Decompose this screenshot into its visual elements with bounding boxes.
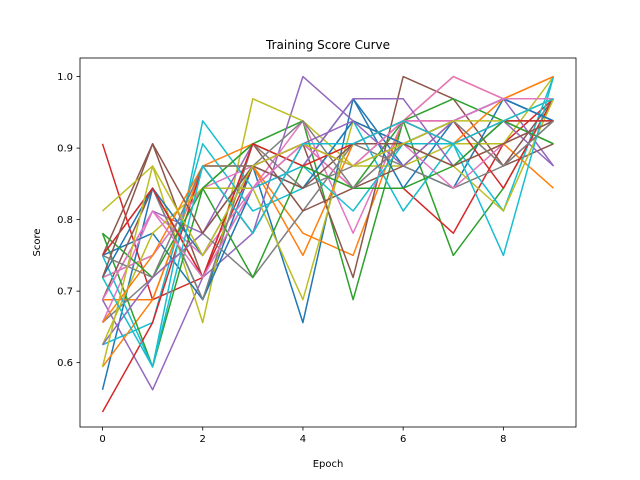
y-tick-label: 0.6 <box>57 358 73 369</box>
chart-title: Training Score Curve <box>265 38 390 52</box>
plot-frame <box>79 57 577 428</box>
series-line-29 <box>101 98 554 368</box>
x-axis-ticks: 0 2 4 6 8 <box>99 427 507 445</box>
y-tick-label: 1.0 <box>57 72 73 83</box>
x-tick-label: 6 <box>400 434 406 445</box>
x-tick-label: 4 <box>300 434 306 445</box>
series-line-30 <box>101 98 554 368</box>
y-tick-label: 0.9 <box>57 144 73 155</box>
y-tick-label: 0.8 <box>57 215 73 226</box>
x-tick-label: 8 <box>500 434 506 445</box>
y-axis-ticks: 0.6 0.7 0.8 0.9 1.0 <box>57 72 80 369</box>
x-tick-label: 0 <box>99 434 105 445</box>
x-tick-label: 2 <box>200 434 206 445</box>
series-line-26 <box>101 120 554 278</box>
y-tick-label: 0.7 <box>57 287 73 298</box>
series-layer <box>101 75 555 413</box>
x-axis-label: Epoch <box>313 459 344 470</box>
y-axis-label: Score <box>32 228 43 256</box>
